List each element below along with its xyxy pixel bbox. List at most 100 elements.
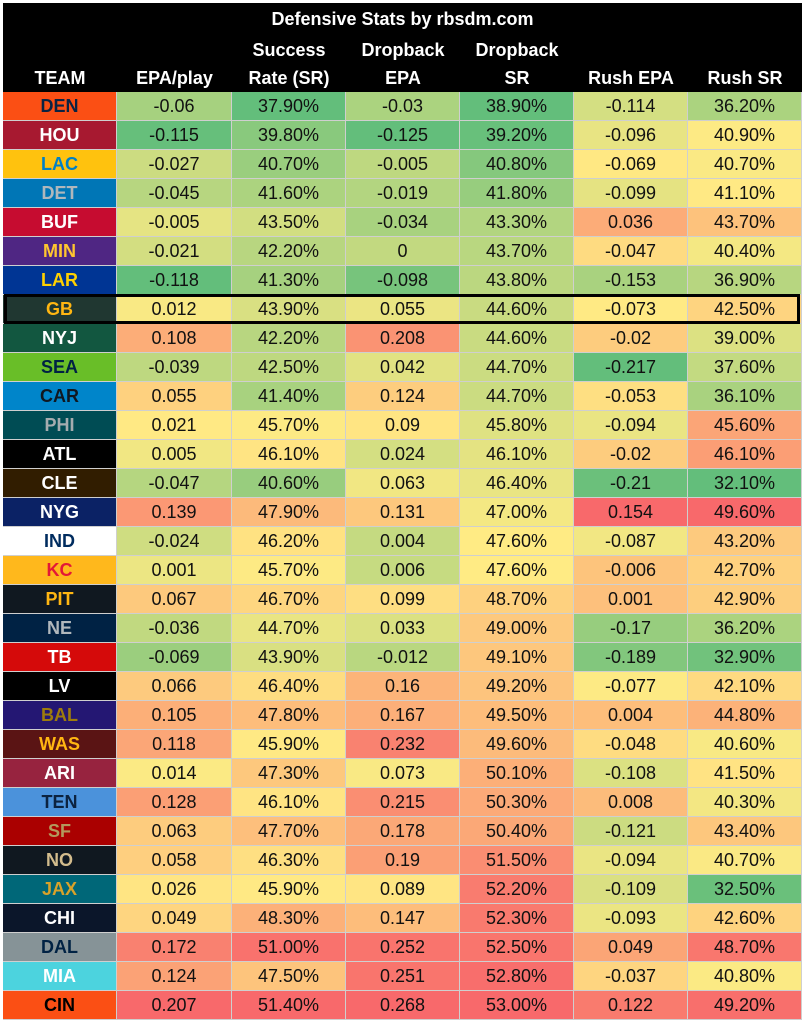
team-cell: CAR <box>3 382 117 411</box>
value-cell-sr: 51.40% <box>232 991 346 1020</box>
value-cell-rush-sr: 36.20% <box>688 92 802 121</box>
value-cell-rush-sr: 42.60% <box>688 904 802 933</box>
value-cell-db-sr: 50.30% <box>460 788 574 817</box>
value-cell-rush-epa: -0.17 <box>574 614 688 643</box>
value-cell-epa-play: -0.027 <box>117 150 232 179</box>
value-cell-sr: 43.50% <box>232 208 346 237</box>
table-row-hou: HOU -0.115 39.80% -0.125 39.20% -0.096 40.90% <box>3 121 802 150</box>
value-cell-epa-play: 0.172 <box>117 933 232 962</box>
value-cell-db-sr: 52.50% <box>460 933 574 962</box>
table-row-cin: CIN 0.207 51.40% 0.268 53.00% 0.122 49.20% <box>3 991 802 1020</box>
value-cell-rush-sr: 40.40% <box>688 237 802 266</box>
value-cell-db-epa: 0.268 <box>346 991 460 1020</box>
value-cell-epa-play: 0.021 <box>117 411 232 440</box>
value-cell-db-sr: 49.50% <box>460 701 574 730</box>
value-cell-rush-sr: 40.60% <box>688 730 802 759</box>
column-header-team: TEAM <box>3 36 117 92</box>
team-cell: NO <box>3 846 117 875</box>
value-cell-rush-sr: 42.10% <box>688 672 802 701</box>
value-cell-epa-play: 0.118 <box>117 730 232 759</box>
value-cell-db-epa: -0.125 <box>346 121 460 150</box>
table-row-jax: JAX 0.026 45.90% 0.089 52.20% -0.109 32.50% <box>3 875 802 904</box>
value-cell-rush-epa: -0.02 <box>574 324 688 353</box>
value-cell-db-sr: 48.70% <box>460 585 574 614</box>
value-cell-rush-epa: 0.008 <box>574 788 688 817</box>
team-cell: PHI <box>3 411 117 440</box>
value-cell-epa-play: 0.207 <box>117 991 232 1020</box>
value-cell-db-epa: -0.005 <box>346 150 460 179</box>
team-cell: IND <box>3 527 117 556</box>
value-cell-rush-epa: -0.02 <box>574 440 688 469</box>
column-header-line: EPA/play <box>136 68 213 88</box>
value-cell-db-epa: -0.012 <box>346 643 460 672</box>
table-row-no: NO 0.058 46.30% 0.19 51.50% -0.094 40.70% <box>3 846 802 875</box>
value-cell-rush-epa: -0.099 <box>574 179 688 208</box>
value-cell-rush-epa: 0.036 <box>574 208 688 237</box>
value-cell-rush-sr: 44.80% <box>688 701 802 730</box>
team-cell: PIT <box>3 585 117 614</box>
value-cell-rush-sr: 43.40% <box>688 817 802 846</box>
value-cell-rush-epa: -0.047 <box>574 237 688 266</box>
value-cell-rush-sr: 36.20% <box>688 614 802 643</box>
value-cell-epa-play: -0.024 <box>117 527 232 556</box>
column-header-line: TEAM <box>34 68 86 88</box>
table-row-chi: CHI 0.049 48.30% 0.147 52.30% -0.093 42.60% <box>3 904 802 933</box>
value-cell-db-epa: 0.16 <box>346 672 460 701</box>
value-cell-rush-epa: -0.077 <box>574 672 688 701</box>
value-cell-db-epa: 0.131 <box>346 498 460 527</box>
team-cell: SEA <box>3 353 117 382</box>
team-cell: LAC <box>3 150 117 179</box>
team-cell: GB <box>3 295 117 324</box>
value-cell-rush-epa: 0.004 <box>574 701 688 730</box>
column-header-rush-sr: Rush SR <box>688 36 802 92</box>
value-cell-db-epa: 0.063 <box>346 469 460 498</box>
value-cell-db-epa: -0.03 <box>346 92 460 121</box>
value-cell-db-epa: 0.09 <box>346 411 460 440</box>
value-cell-sr: 43.90% <box>232 295 346 324</box>
value-cell-epa-play: -0.045 <box>117 179 232 208</box>
value-cell-epa-play: 0.067 <box>117 585 232 614</box>
value-cell-db-epa: 0.055 <box>346 295 460 324</box>
value-cell-sr: 45.70% <box>232 411 346 440</box>
value-cell-db-epa: 0.004 <box>346 527 460 556</box>
value-cell-db-sr: 44.60% <box>460 324 574 353</box>
table-row-det: DET -0.045 41.60% -0.019 41.80% -0.099 41.10% <box>3 179 802 208</box>
column-header-db-sr: Dropback SR <box>460 36 574 92</box>
value-cell-sr: 46.30% <box>232 846 346 875</box>
value-cell-epa-play: -0.036 <box>117 614 232 643</box>
table-row-phi: PHI 0.021 45.70% 0.09 45.80% -0.094 45.60% <box>3 411 802 440</box>
value-cell-sr: 47.80% <box>232 701 346 730</box>
value-cell-sr: 42.50% <box>232 353 346 382</box>
value-cell-epa-play: -0.047 <box>117 469 232 498</box>
value-cell-db-epa: 0.178 <box>346 817 460 846</box>
value-cell-rush-epa: -0.21 <box>574 469 688 498</box>
value-cell-db-sr: 49.20% <box>460 672 574 701</box>
value-cell-rush-sr: 37.60% <box>688 353 802 382</box>
team-cell: DET <box>3 179 117 208</box>
value-cell-db-sr: 52.20% <box>460 875 574 904</box>
value-cell-epa-play: 0.058 <box>117 846 232 875</box>
value-cell-db-epa: 0.251 <box>346 962 460 991</box>
value-cell-rush-epa: -0.053 <box>574 382 688 411</box>
team-cell: CIN <box>3 991 117 1020</box>
value-cell-rush-epa: 0.001 <box>574 585 688 614</box>
value-cell-epa-play: 0.063 <box>117 817 232 846</box>
value-cell-rush-sr: 42.70% <box>688 556 802 585</box>
value-cell-sr: 46.20% <box>232 527 346 556</box>
value-cell-db-sr: 49.00% <box>460 614 574 643</box>
value-cell-db-sr: 49.60% <box>460 730 574 759</box>
team-cell: BUF <box>3 208 117 237</box>
value-cell-epa-play: -0.005 <box>117 208 232 237</box>
value-cell-rush-sr: 48.70% <box>688 933 802 962</box>
value-cell-epa-play: 0.128 <box>117 788 232 817</box>
value-cell-sr: 45.90% <box>232 875 346 904</box>
value-cell-sr: 41.40% <box>232 382 346 411</box>
team-cell: MIN <box>3 237 117 266</box>
value-cell-sr: 45.90% <box>232 730 346 759</box>
table-row-atl: ATL 0.005 46.10% 0.024 46.10% -0.02 46.10% <box>3 440 802 469</box>
value-cell-rush-sr: 42.90% <box>688 585 802 614</box>
value-cell-epa-play: 0.014 <box>117 759 232 788</box>
value-cell-db-epa: 0.208 <box>346 324 460 353</box>
value-cell-db-epa: 0.19 <box>346 846 460 875</box>
team-cell: SF <box>3 817 117 846</box>
